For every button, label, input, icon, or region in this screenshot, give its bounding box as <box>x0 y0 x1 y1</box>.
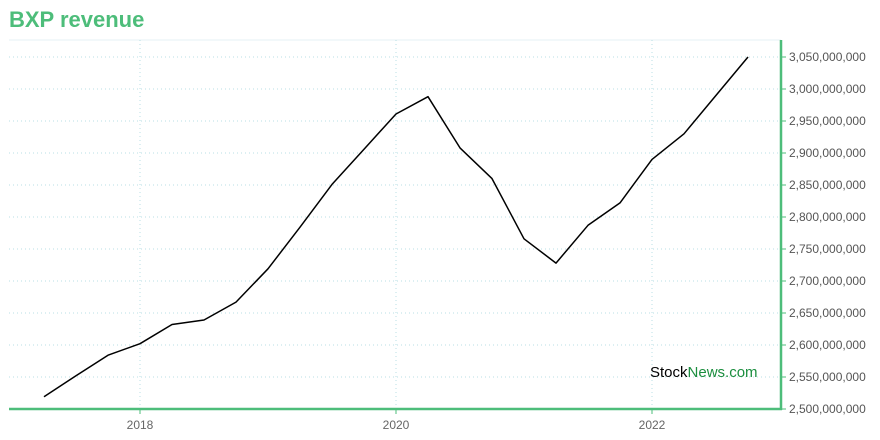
revenue-line <box>43 56 749 398</box>
watermark-part-stock: Stock <box>650 364 688 381</box>
watermark-part-com: .com <box>725 364 758 381</box>
y-tick-label: 3,050,000,000 <box>789 50 866 64</box>
stocknews-watermark: StockNews.com <box>650 364 758 381</box>
grid-layer <box>9 39 781 409</box>
y-tick-label: 2,650,000,000 <box>789 306 866 320</box>
y-tick-label: 2,800,000,000 <box>789 210 866 224</box>
series-layer <box>43 56 749 398</box>
y-tick-label: 2,900,000,000 <box>789 146 866 160</box>
x-tick-label: 2020 <box>383 418 410 432</box>
y-tick-label: 2,500,000,000 <box>789 402 866 416</box>
watermark-part-news: News <box>687 364 726 381</box>
y-tick-label: 2,850,000,000 <box>789 178 866 192</box>
y-tick-label: 2,750,000,000 <box>789 242 866 256</box>
y-tick-label: 2,600,000,000 <box>789 338 866 352</box>
x-tick-label: 2018 <box>127 418 154 432</box>
y-tick-label: 3,000,000,000 <box>789 82 866 96</box>
x-tick-label: 2022 <box>639 418 666 432</box>
y-tick-label: 2,950,000,000 <box>789 114 866 128</box>
axis-layer <box>9 40 786 414</box>
chart-title: BXP revenue <box>9 7 145 32</box>
y-tick-label: 2,550,000,000 <box>789 370 866 384</box>
label-layer: 2,500,000,000 2,550,000,000 2,600,000,000 2… <box>127 50 866 432</box>
y-tick-label: 2,700,000,000 <box>789 274 866 288</box>
